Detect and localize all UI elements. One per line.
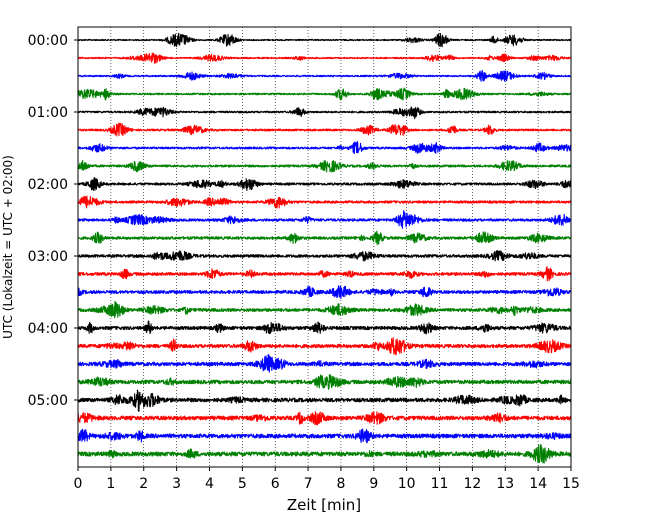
- trace-0345: [77, 300, 572, 319]
- trace-0215: [77, 195, 572, 209]
- x-tick-label: 12: [463, 476, 481, 492]
- plot-frame: [77, 26, 572, 468]
- x-tick-label: 1: [106, 476, 115, 492]
- x-tick-label: 11: [431, 476, 449, 492]
- x-tick-label: 8: [336, 476, 345, 492]
- trace-0400: [77, 320, 572, 335]
- x-tick-label: 13: [496, 476, 514, 492]
- trace-0545: [77, 444, 572, 464]
- trace-0330: [77, 285, 572, 300]
- y-tick-label: 02:00: [28, 177, 68, 193]
- x-axis-label: Zeit [min]: [287, 496, 361, 514]
- y-tick-label: 05:00: [28, 393, 68, 409]
- trace-0500: [77, 389, 572, 412]
- trace-0200: [77, 177, 572, 191]
- x-tick-label: 14: [529, 476, 547, 492]
- x-tick-label: 9: [369, 476, 378, 492]
- x-axis-ticks: 0 1 2 3 4 5 6 7 8 9 10 11 12 13 14 15: [74, 467, 580, 492]
- y-axis-label: UTC (Lokalzeit = UTC + 02:00): [1, 155, 15, 339]
- trace-0045: [77, 87, 572, 101]
- x-tick-label: 4: [205, 476, 214, 492]
- y-axis-ticks: 00:00 01:00 02:00 03:00 04:00 05:00: [28, 33, 78, 409]
- y-tick-label: 03:00: [28, 249, 68, 265]
- trace-0230: [77, 210, 572, 229]
- trace-0315: [77, 266, 572, 282]
- grid-lines: [110, 27, 539, 467]
- trace-0445: [77, 374, 572, 390]
- y-tick-label: 01:00: [28, 105, 68, 121]
- x-tick-label: 0: [74, 476, 83, 492]
- x-tick-label: 10: [398, 476, 416, 492]
- trace-0415: [77, 337, 572, 356]
- x-tick-label: 2: [139, 476, 148, 492]
- x-tick-label: 15: [562, 476, 580, 492]
- trace-0100: [77, 106, 572, 120]
- x-tick-label: 6: [271, 476, 280, 492]
- trace-0115: [77, 122, 572, 137]
- trace-0530: [77, 428, 572, 444]
- x-tick-label: 3: [172, 476, 181, 492]
- trace-0245: [77, 230, 572, 246]
- trace-0300: [77, 250, 572, 262]
- trace-0130: [77, 140, 572, 155]
- trace-0000: [77, 32, 572, 48]
- seismic-traces: [77, 32, 572, 464]
- trace-0515: [77, 411, 572, 426]
- y-tick-label: 00:00: [28, 33, 68, 49]
- x-tick-label: 5: [238, 476, 247, 492]
- trace-0015: [77, 52, 572, 64]
- trace-0430: [77, 354, 572, 373]
- trace-0145: [77, 159, 572, 173]
- plot-background: [78, 27, 571, 467]
- trace-0030: [77, 69, 572, 82]
- x-tick-label: 7: [304, 476, 313, 492]
- y-tick-label: 04:00: [28, 321, 68, 337]
